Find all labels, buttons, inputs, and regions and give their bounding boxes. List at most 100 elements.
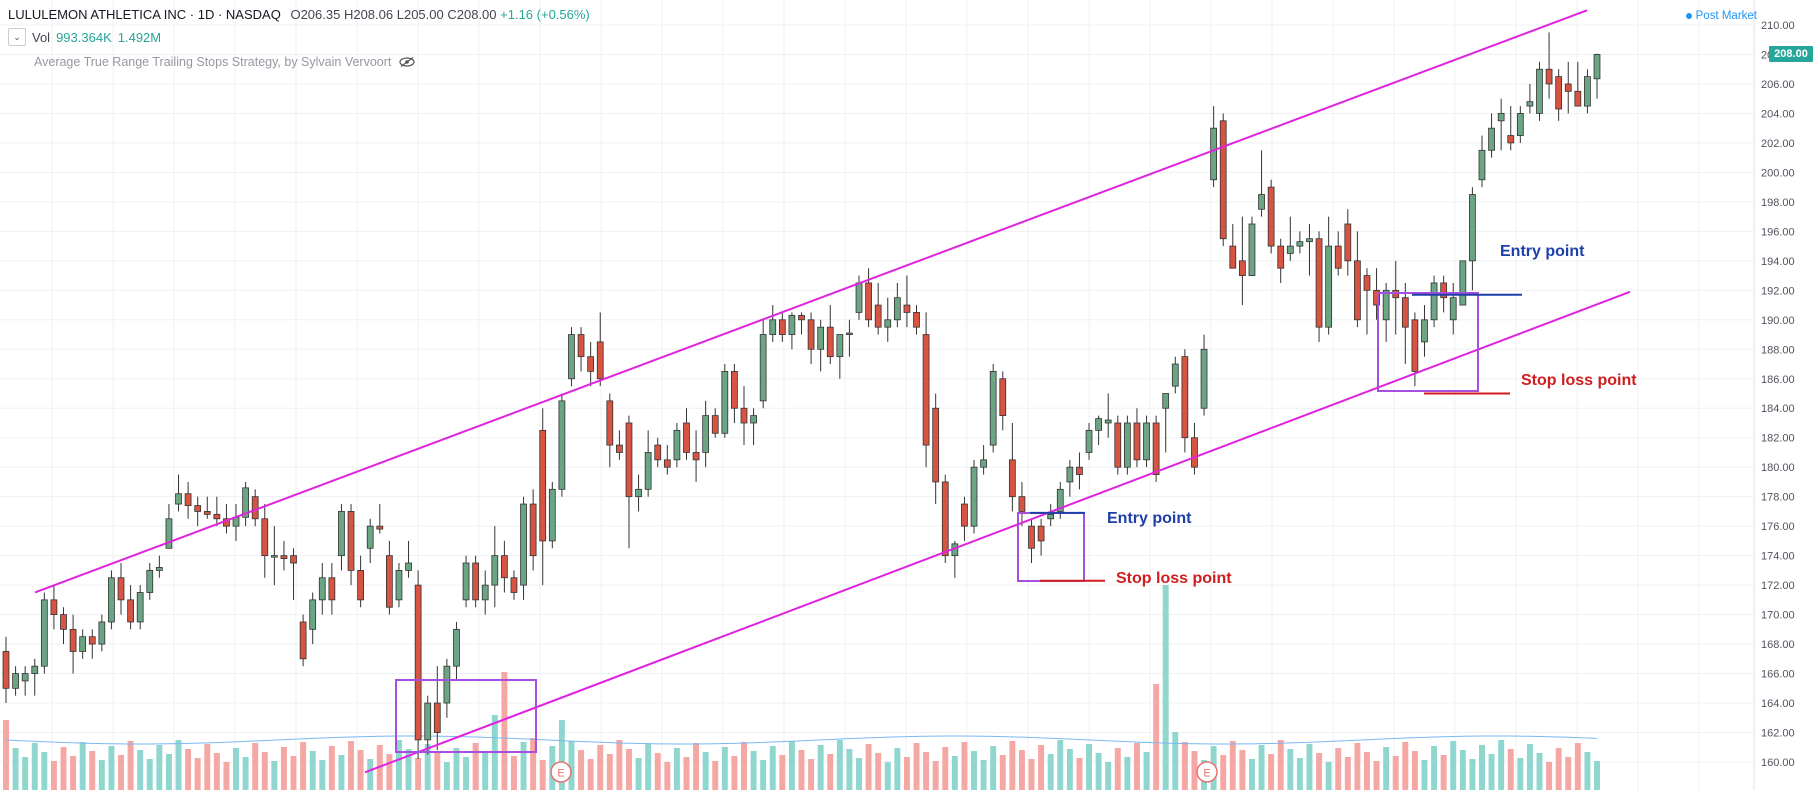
strategy-legend[interactable]: Average True Range Trailing Stops Strate… [34,55,415,69]
y-tick-label: 188.00 [1761,344,1795,356]
candle-body [1344,223,1352,262]
volume-bar [386,754,393,790]
candle-body [778,319,786,335]
volume-bar [405,749,412,790]
candle-body [127,599,134,623]
volume-bar [741,742,747,790]
candle-body [433,702,441,733]
stop-loss-label: Stop loss point [1116,570,1232,587]
volume-bar [875,753,882,790]
volume-bar [683,757,690,790]
volume-bar [252,743,259,790]
candle-body [846,332,853,335]
candle-body [386,555,393,608]
symbol-title[interactable]: LULULEMON ATHLETICA INC · 1D · NASDAQ [8,7,281,22]
candle-body [194,505,202,512]
change-value: +1.16 (+0.56%) [500,7,590,22]
volume-bar [1507,749,1514,790]
volume-bar [50,761,57,790]
y-tick-label: 184.00 [1761,403,1795,415]
volume-bar [1383,747,1390,790]
volume-bar [645,744,652,790]
candle-body [826,326,834,358]
volume-bar [156,745,163,790]
volume-bar [865,744,872,790]
candle-body [683,422,690,453]
candle-body [673,429,681,461]
candle-body [481,584,489,601]
candle-body [587,356,595,372]
volume-bar [1536,753,1543,790]
candle-body [1449,297,1457,321]
volume-bar [290,756,297,790]
volume-bar [626,749,632,790]
candle-body [1171,363,1179,387]
candle-body [1056,488,1064,512]
earnings-marker-icon[interactable] [1196,761,1218,783]
y-tick-label: 196.00 [1761,226,1795,238]
volume-bar [367,759,374,790]
volume-bar [702,752,709,790]
volume-bar [664,762,671,790]
candle-body [88,636,96,645]
candle-body [136,592,144,623]
volume-bar [606,754,613,790]
candle-body [40,599,48,667]
candle-body [769,319,777,335]
candle-body [242,487,249,518]
volume-bar [453,748,460,790]
candle-body [1267,186,1275,247]
candle-body [443,665,451,704]
volume-bar [578,750,585,790]
volume-bar [137,750,144,790]
y-tick-label: 172.00 [1761,580,1795,592]
candle-body [290,555,297,564]
volume-bar [597,745,604,790]
volume-value: 993.364K [56,29,112,45]
candle-body [999,378,1007,417]
candle-body [884,319,892,328]
volume-bar [894,748,901,790]
candle-body [529,503,537,557]
candle-body [1593,54,1601,80]
candle-body [874,304,882,328]
candle-body [865,282,872,321]
candle-body [1507,135,1515,144]
eye-hidden-icon[interactable] [399,57,415,67]
volume-bar [1105,762,1112,790]
volume-bar [395,740,402,790]
volume-bar [961,742,968,790]
volume-bar [31,743,38,790]
earnings-marker-icon[interactable] [550,761,572,783]
candle-body [663,459,671,468]
candle-body [69,628,77,652]
volume-bar [884,762,891,790]
y-tick-label: 164.00 [1761,698,1795,710]
post-market-indicator[interactable]: Post Market [1685,10,1757,22]
volume-bar [1565,757,1572,790]
candle-body [1392,289,1400,299]
volume-bar [951,756,958,790]
volume-bar [242,757,249,790]
volume-bar [482,752,489,790]
volume-bar [721,747,728,790]
candle-body [740,407,748,424]
volume-bar [760,760,767,790]
channel-upper-line [34,9,1588,594]
candle-body [932,407,940,483]
candle-body [903,304,911,313]
volume-bar [616,740,623,790]
candle-body [606,400,614,446]
candle-body [1258,194,1265,210]
candle-body [1085,429,1093,453]
volume-bar [1258,745,1265,790]
candle-body [1401,297,1409,328]
chevron-down-icon[interactable]: ⌄ [8,28,26,46]
candle-body [280,555,288,559]
volume-bar [836,740,843,790]
candle-body [146,569,154,593]
volume-bar [1296,758,1303,790]
volume-bar [731,756,738,790]
volume-bar [463,757,470,790]
